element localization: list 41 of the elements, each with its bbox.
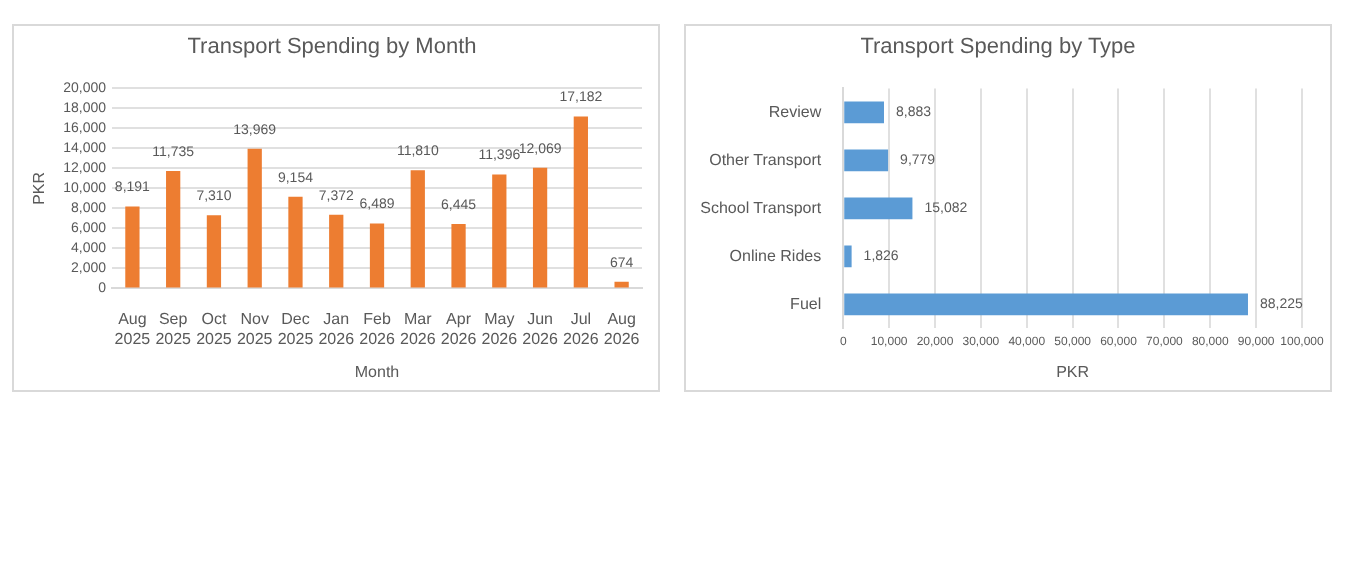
bar (844, 293, 1248, 316)
x-tick-label: Nov 2025 (236, 310, 274, 348)
chart-title: Transport Spending by Type (860, 35, 1136, 60)
x-axis-title: Month (354, 362, 400, 381)
bar (844, 101, 884, 124)
y-tick-label: Fuel (790, 294, 822, 313)
x-tick-label: Oct 2025 (196, 310, 233, 348)
x-tick-label: Dec 2025 (277, 310, 315, 348)
bar (532, 167, 548, 288)
y-tick-label: Online Rides (729, 246, 822, 265)
x-tick-label: Jan 2026 (318, 310, 356, 348)
x-tick-label: Jul 2026 (563, 310, 600, 348)
x-tick-label: Apr 2026 (440, 310, 478, 348)
x-tick-label: Jun 2026 (522, 310, 559, 348)
bar (206, 215, 222, 288)
bar (369, 223, 385, 288)
bar (492, 174, 507, 288)
bar (844, 197, 913, 220)
bar (844, 245, 852, 268)
bar (166, 171, 181, 288)
y-tick-label: Review (768, 102, 822, 121)
chart-title: Transport Spending by Month (187, 35, 477, 60)
x-tick-label: Aug 2026 (603, 310, 641, 348)
bar (288, 196, 303, 288)
bar (573, 116, 588, 288)
y-tick-label: Other Transport (709, 150, 823, 169)
x-tick-label: Feb 2026 (359, 310, 396, 348)
bar (247, 148, 262, 288)
bar (844, 149, 889, 172)
bar (410, 170, 425, 288)
x-axis-title: PKR (1056, 362, 1090, 381)
x-tick-label: Aug 2025 (114, 310, 152, 348)
bar (329, 214, 344, 288)
bar (125, 206, 140, 288)
y-tick-label: School Transport (700, 198, 823, 217)
x-tick-label: Mar 2026 (399, 310, 437, 348)
x-tick-label: May 2026 (481, 310, 519, 348)
x-tick-label: Sep 2025 (155, 310, 193, 348)
bar (614, 281, 629, 288)
bar (451, 223, 466, 288)
y-axis-title: PKR (30, 171, 49, 205)
